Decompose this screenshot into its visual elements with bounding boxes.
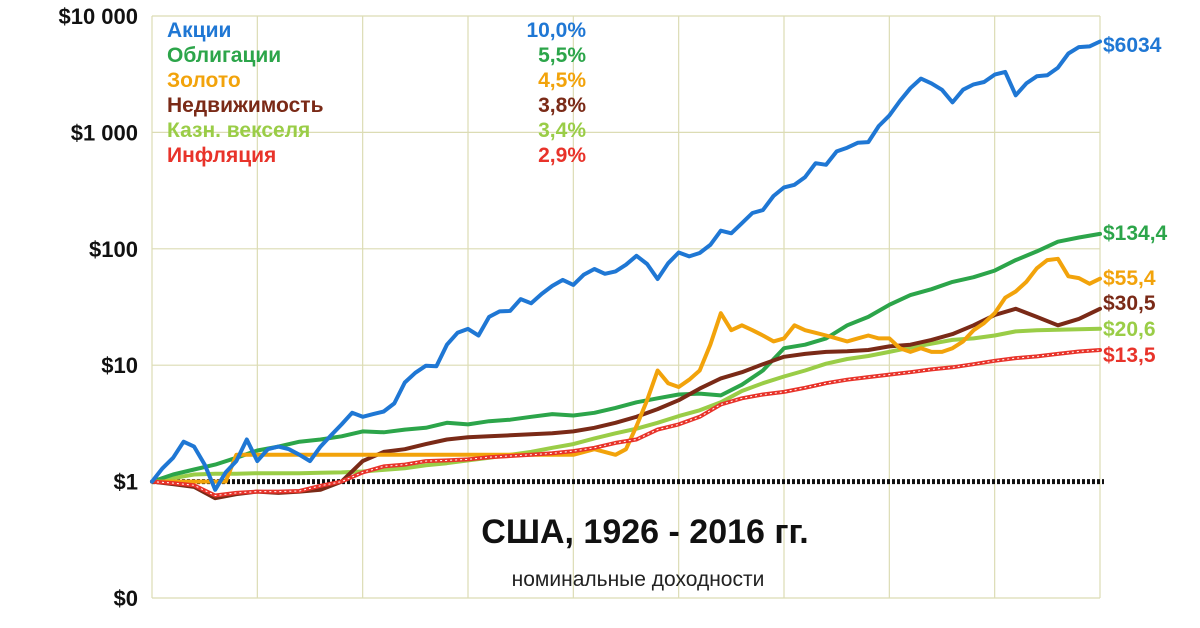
legend-entry-name: Недвижимость	[167, 94, 324, 117]
y-tick-label: $10	[101, 353, 138, 378]
legend-entry-rate: 3,8%	[538, 94, 586, 117]
y-tick-label: $0	[114, 586, 138, 611]
series-line	[150, 326, 1102, 484]
legend-entry-name: Облигации	[167, 44, 281, 67]
legend-entry-rate: 3,4%	[538, 119, 586, 142]
series-layer	[150, 39, 1102, 501]
series-end-label: $6034	[1103, 34, 1162, 57]
legend-entry-rate: 5,5%	[538, 44, 586, 67]
legend-entry-name: Инфляция	[167, 144, 276, 167]
y-tick-label: $1	[114, 470, 138, 495]
legend-entry-name: Золото	[167, 69, 241, 92]
y-tick-label: $10 000	[58, 4, 138, 29]
chart-subtitle: номинальные доходности	[512, 568, 765, 591]
series-end-label: $55,4	[1103, 267, 1156, 290]
legend-entry-rate: 10,0%	[526, 19, 586, 42]
series-end-label: $30,5	[1103, 292, 1156, 315]
y-tick-label: $100	[89, 237, 138, 262]
series-end-label: $134,4	[1103, 222, 1168, 245]
series-end-label: $20,6	[1103, 318, 1156, 341]
legend: Акции 10,0% Облигации 5,5% Золото 4,5% Недвижи…	[167, 19, 586, 167]
legend-entry-name: Казн. векселя	[167, 119, 310, 142]
series-line	[150, 256, 1102, 484]
legend-entry-rate: 2,9%	[538, 144, 586, 167]
series-line	[150, 306, 1102, 501]
series-end-label: $13,5	[1103, 344, 1156, 367]
legend-entry-name: Акции	[167, 19, 231, 42]
end-labels: $6034 $134,4 $55,4$30,5 $20,6 $13,5	[1103, 34, 1168, 367]
series-line	[150, 231, 1102, 484]
legend-entry-rate: 4,5%	[538, 69, 586, 92]
y-tick-label: $1 000	[71, 120, 138, 145]
axis-layer: $10 000 $1 000 $100 $10 $1 $0	[58, 4, 1104, 611]
series-line-dots	[151, 349, 1101, 497]
series-line	[150, 39, 1102, 492]
grid-layer	[151, 15, 1101, 599]
chart-title: США, 1926 - 2016 гг.	[481, 513, 808, 551]
